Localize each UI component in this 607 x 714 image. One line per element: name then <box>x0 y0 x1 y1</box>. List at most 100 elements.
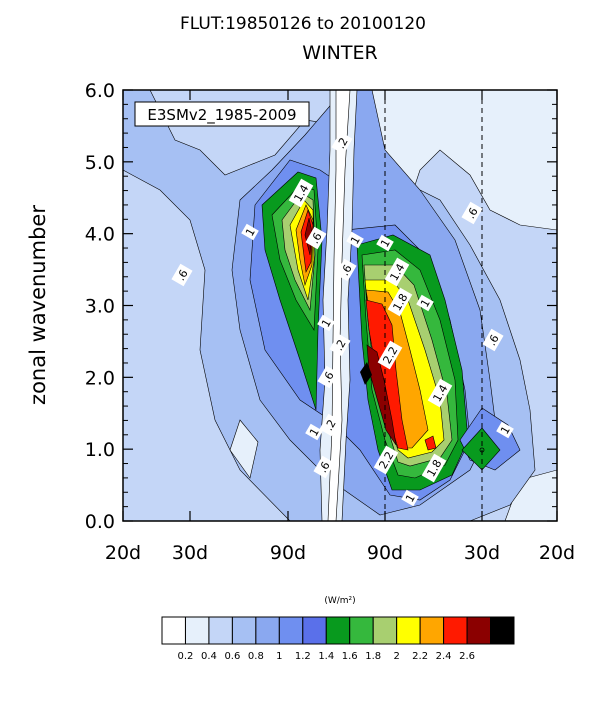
contour-label-bg <box>376 234 394 252</box>
contour-label: 1 <box>401 489 419 507</box>
contour-label-bg <box>329 333 351 357</box>
colorbar-label: 0.8 <box>248 651 264 662</box>
x-tick-label: 30d <box>172 542 208 564</box>
colorbar-label: 1.2 <box>295 651 311 662</box>
contour-label: 1 <box>416 294 434 312</box>
contour-label-bg <box>373 445 399 475</box>
x-tick-label: 20d <box>105 542 141 564</box>
contour-label: 1 <box>305 423 323 441</box>
contour-label-bg <box>387 287 413 317</box>
chart-title: FLUT:19850126 to 20100120 <box>180 14 426 34</box>
contour-label-bg <box>317 365 339 389</box>
colorbar-label: 2.2 <box>412 651 428 662</box>
y-axis: 0.0 1.0 2.0 3.0 4.0 5.0 6.0 <box>85 80 557 533</box>
colorbar-unit: (W/m²) <box>324 596 355 606</box>
contour-label-bg <box>401 489 419 507</box>
colorbar-swatch <box>161 616 186 645</box>
colorbar-swatch <box>302 616 327 645</box>
chart-subtitle: WINTER <box>302 42 377 64</box>
contour-label-bg <box>331 131 353 155</box>
contour-label-bg <box>384 257 410 287</box>
colorbar-label: 0.6 <box>224 651 240 662</box>
contour-label: .6 <box>482 328 504 352</box>
contour-label: 1 <box>376 234 394 252</box>
contour-label: 1 <box>496 421 514 439</box>
y-axis-label: zonal wavenumber <box>26 205 50 405</box>
colorbar-swatch <box>255 616 280 645</box>
x-tick-label: 90d <box>367 542 403 564</box>
colorbar-label: 2 <box>393 651 399 662</box>
colorbar-swatch <box>278 616 304 645</box>
colorbar-label: 1.4 <box>318 651 334 662</box>
x-tick-label: 90d <box>270 542 306 564</box>
y-tick-label: 6.0 <box>85 80 115 102</box>
contour-label-bg <box>461 201 483 225</box>
contour-label: .6 <box>305 226 327 250</box>
peak-marker <box>479 447 485 453</box>
plot-area <box>123 90 557 521</box>
x-tick-label: 20d <box>539 542 575 564</box>
y-tick-label: 4.0 <box>85 224 115 246</box>
annotation-box: E3SMv2_1985-2009 <box>134 101 310 127</box>
contour-label-bg <box>346 231 364 249</box>
contour-label-bg <box>305 423 323 441</box>
colorbar-label: 0.2 <box>178 651 194 662</box>
colorbar-label: 1 <box>276 651 282 662</box>
contour-fill-black-peak <box>360 362 372 385</box>
contour-label-bg <box>305 226 327 250</box>
colorbar-swatch <box>184 616 210 645</box>
contour-label-bg <box>313 455 335 479</box>
contour-label: .2 <box>331 131 353 155</box>
x-tick-label: 30d <box>464 542 500 564</box>
colorbar-swatch <box>396 616 421 645</box>
colorbar-swatch <box>372 616 398 645</box>
contour-label-bg <box>335 258 357 282</box>
colorbar-label: 0.4 <box>201 651 217 662</box>
contour-label-bg <box>319 413 341 437</box>
contour-label-bg <box>416 294 434 312</box>
contour-label-bg <box>496 421 514 439</box>
contour-label: .6 <box>313 455 335 479</box>
contour-label-bg <box>317 314 335 332</box>
contour-label: .2 <box>329 333 351 357</box>
contour-label-bg <box>377 340 403 370</box>
contour-label-bg <box>241 223 259 241</box>
contour-label: .6 <box>317 365 339 389</box>
colorbar-swatch <box>231 616 257 645</box>
annotation-text: E3SMv2_1985-2009 <box>147 106 296 125</box>
colorbar-swatch <box>325 616 351 645</box>
colorbar-swatch <box>419 616 445 645</box>
y-tick-label: 5.0 <box>85 152 115 174</box>
contour-label-bg <box>427 378 453 408</box>
contour-label: .6 <box>461 201 483 225</box>
contour-label: .2 <box>319 413 341 437</box>
contour-label-bg <box>171 263 193 287</box>
contour-fill-red-small <box>424 435 437 451</box>
colorbar: 0.2 0.4 0.6 0.8 1 1.2 1.4 1.6 1.8 2 2.2 2.4 2.6 <box>161 616 515 662</box>
contour-label-bg <box>482 328 504 352</box>
colorbar-swatch <box>349 616 374 645</box>
y-tick-label: 0.0 <box>85 511 115 533</box>
contour-label: 1 <box>346 231 364 249</box>
colorbar-swatch <box>443 616 468 645</box>
y-tick-label: 3.0 <box>85 296 115 318</box>
contour-label: .6 <box>171 263 193 287</box>
colorbar-swatch <box>466 616 492 645</box>
colorbar-label: 2.4 <box>436 651 452 662</box>
contour-label-bg <box>421 453 447 483</box>
contour-label: 1 <box>241 223 259 241</box>
colorbar-label: 1.6 <box>342 651 358 662</box>
colorbar-swatch <box>208 616 233 645</box>
contour-fill-0.4-patch <box>229 419 259 479</box>
colorbar-label: 2.6 <box>459 651 475 662</box>
colorbar-swatch <box>490 616 515 645</box>
contour-label-bg <box>288 178 314 208</box>
x-axis: 20d 30d 90d 90d 30d 20d <box>105 90 575 564</box>
y-tick-label: 2.0 <box>85 367 115 389</box>
colorbar-label: 1.8 <box>365 651 381 662</box>
contour-label: 1 <box>317 314 335 332</box>
y-tick-label: 1.0 <box>85 439 115 461</box>
contour-fill-0.2-center <box>327 90 351 521</box>
contour-label: .6 <box>335 258 357 282</box>
